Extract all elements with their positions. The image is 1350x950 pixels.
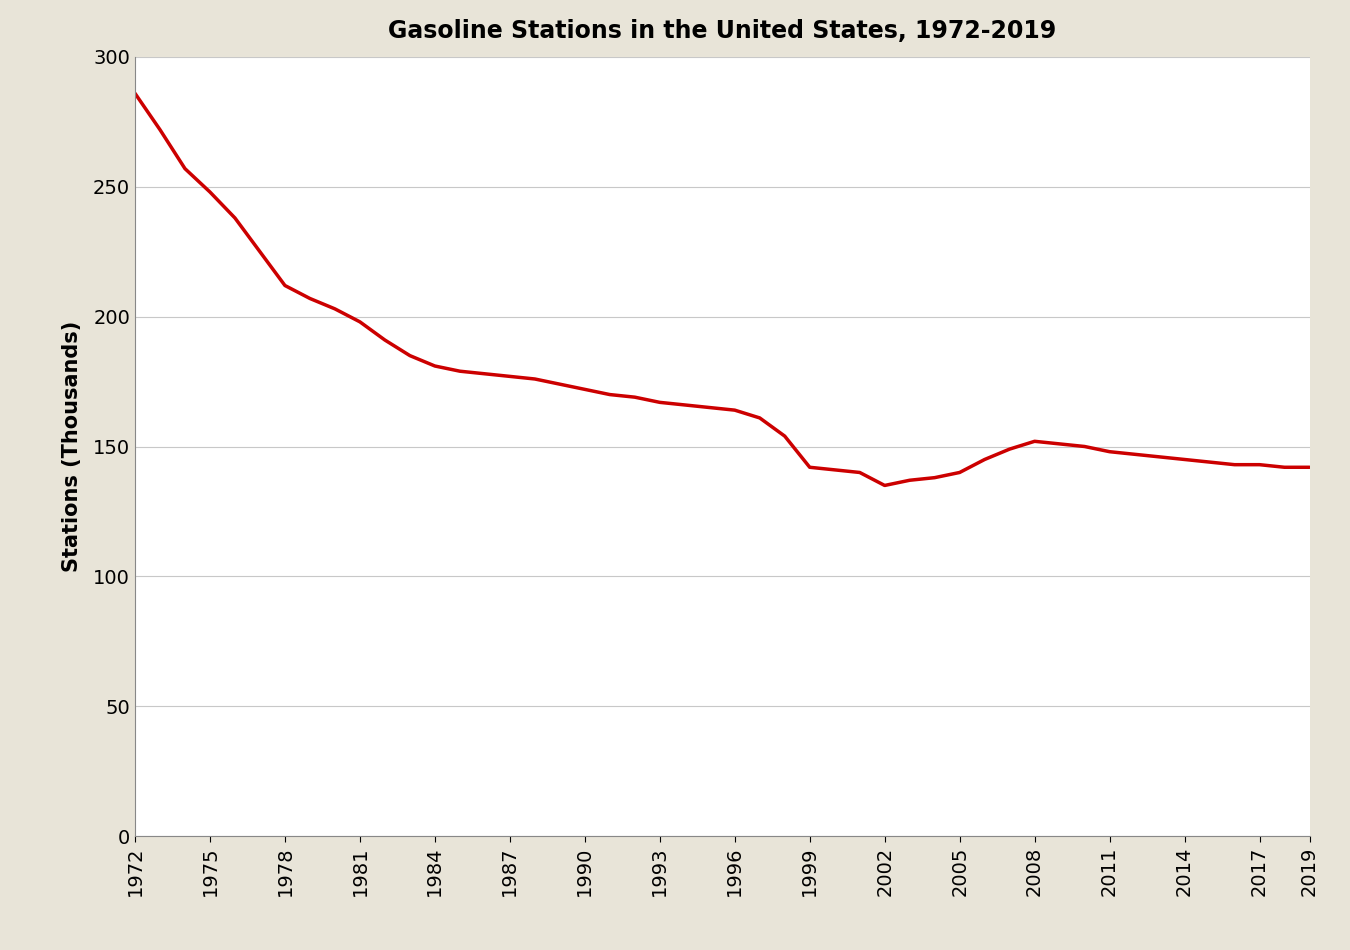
Y-axis label: Stations (Thousands): Stations (Thousands) xyxy=(62,321,82,572)
Title: Gasoline Stations in the United States, 1972-2019: Gasoline Stations in the United States, … xyxy=(389,19,1056,43)
